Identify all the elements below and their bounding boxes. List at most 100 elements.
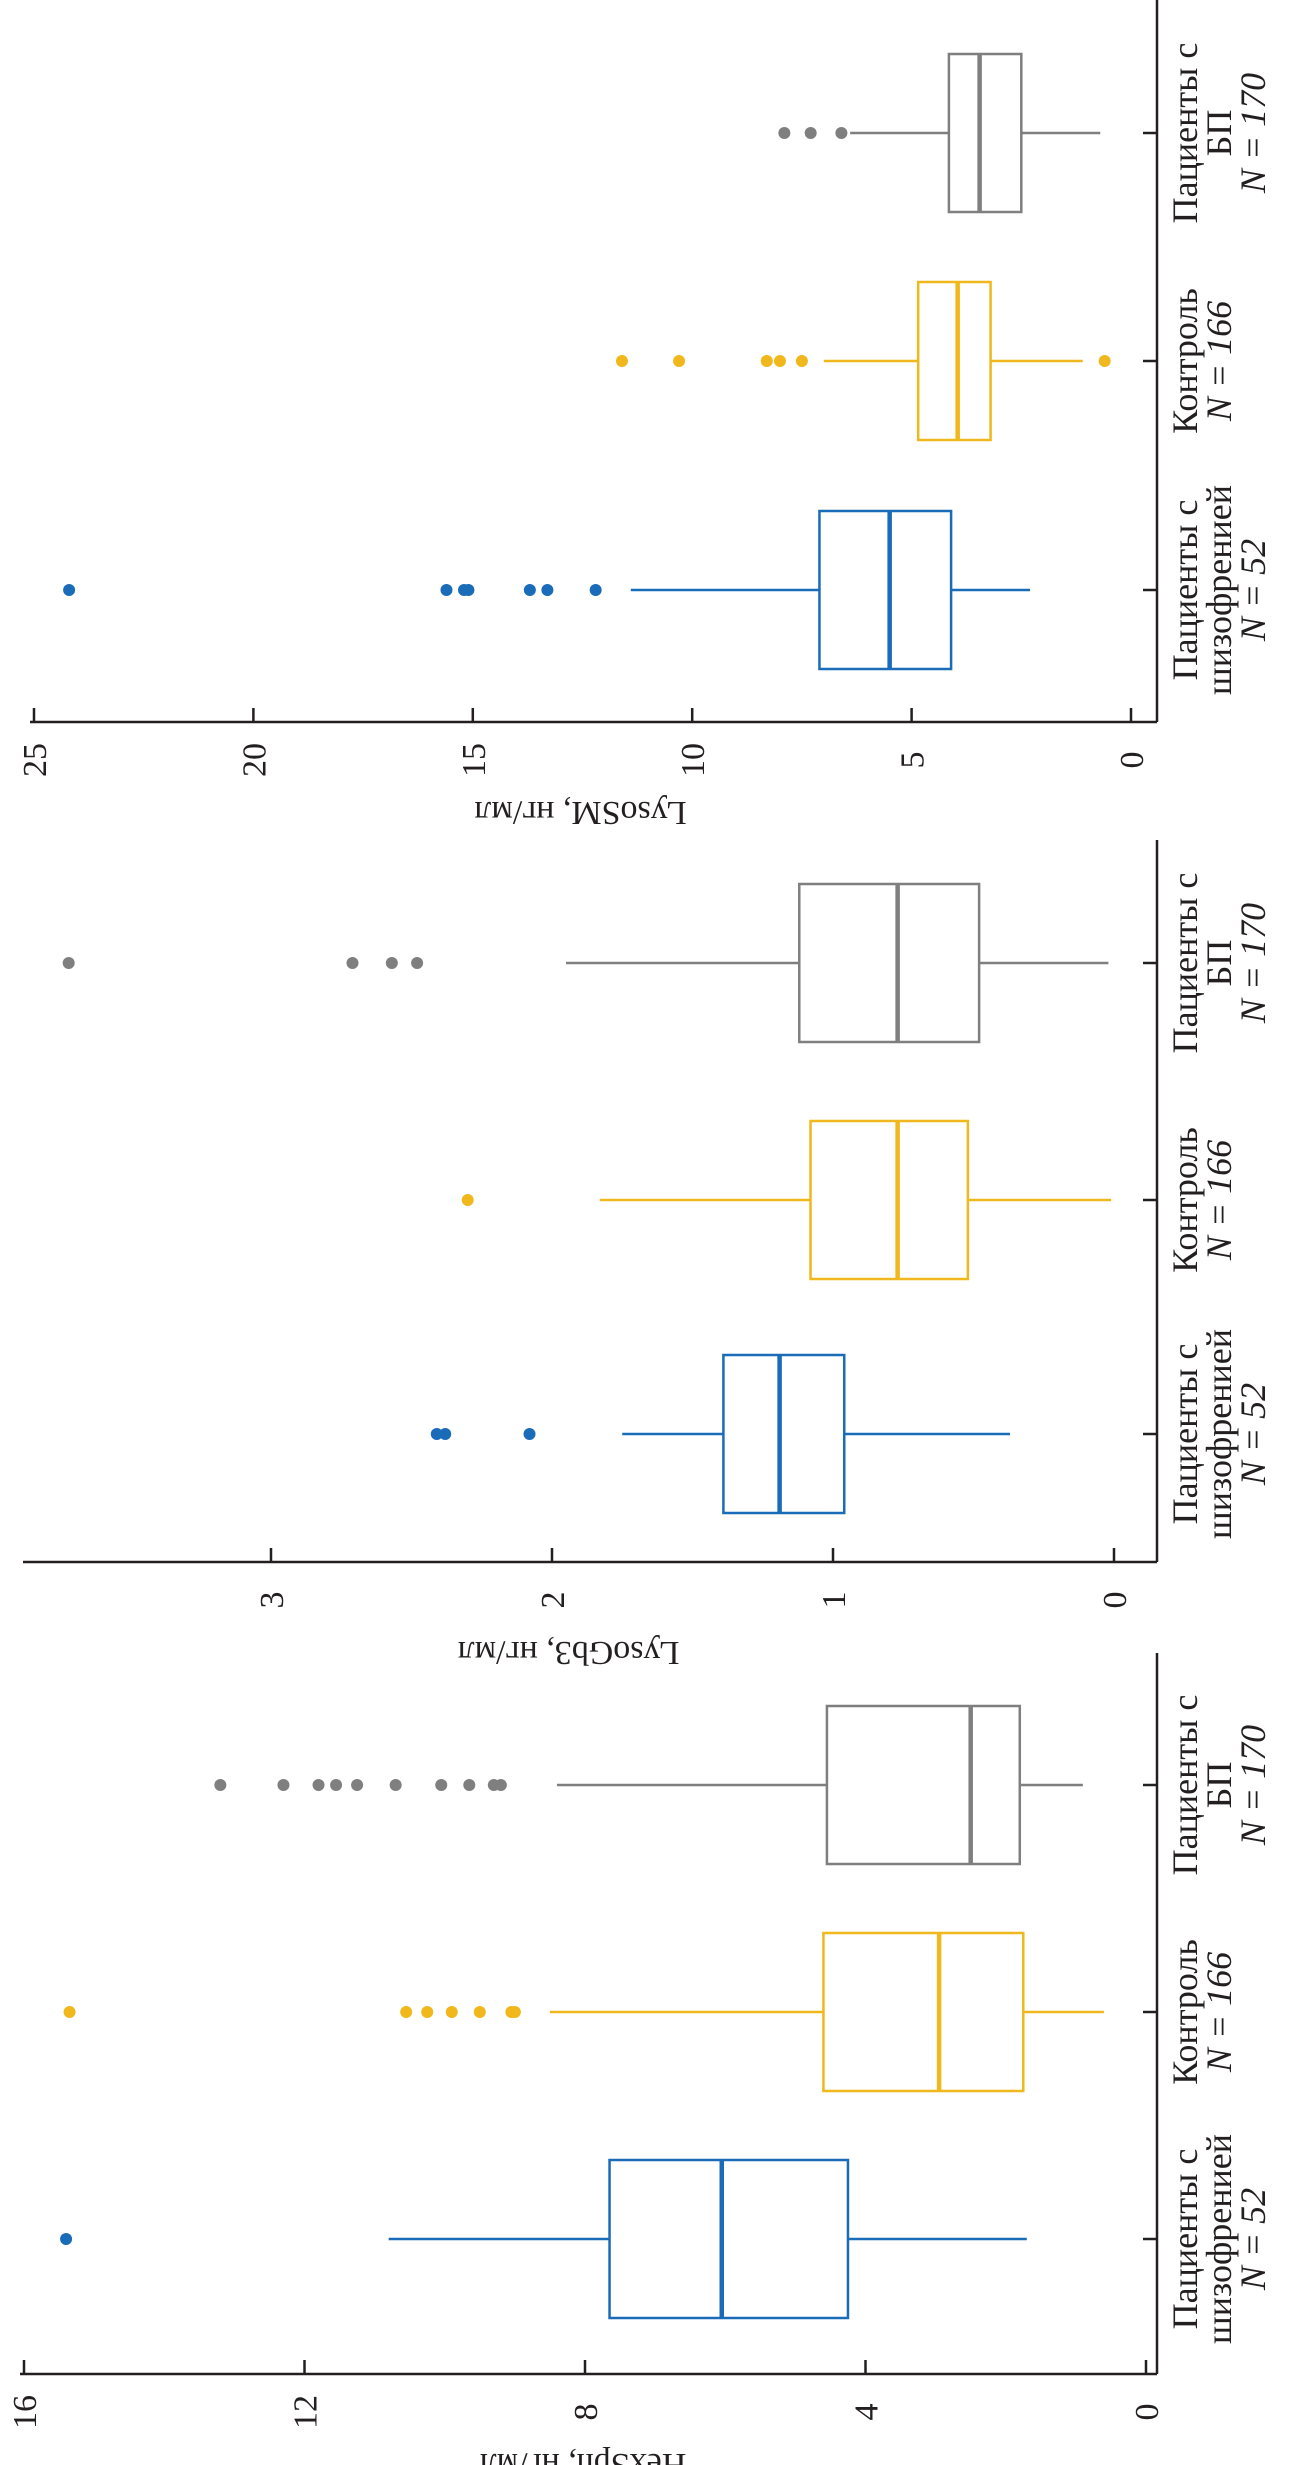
category-label-line: N = 170: [1233, 903, 1273, 1024]
outlier-point: [277, 1779, 290, 1791]
outlier-point: [421, 2006, 434, 2018]
boxplot-schizophrenia: [430, 1353, 1011, 1515]
iqr-box: [608, 2158, 850, 2320]
outlier-point: [430, 1428, 443, 1440]
outlier-point: [400, 2006, 413, 2018]
value-tick-label: 3: [254, 1592, 291, 1609]
outlier-point: [778, 127, 791, 139]
category-label-line: БП: [1199, 940, 1239, 987]
value-tick-label: 25: [17, 743, 54, 777]
outlier-point: [487, 1779, 500, 1791]
outlier-point: [541, 584, 554, 596]
outlier-point: [505, 2006, 518, 2018]
iqr-box: [825, 1704, 1022, 1866]
category-label-line: Пациенты с: [1165, 1695, 1205, 1876]
outlier-point: [60, 2233, 73, 2245]
outlier-point: [461, 1194, 474, 1206]
outlier-point: [346, 957, 359, 969]
outlier-point: [589, 584, 602, 596]
outlier-point: [445, 2006, 458, 2018]
category-label-bp: Пациенты сБПN = 170: [1165, 1695, 1273, 1876]
value-axis-title: HexSph, нг/мл: [480, 2446, 687, 2465]
outlier-point: [458, 584, 471, 596]
outlier-point: [523, 584, 536, 596]
category-label-line: шизофренией: [1199, 2134, 1239, 2344]
outlier-point: [214, 1779, 227, 1791]
outlier-point: [463, 1779, 476, 1791]
boxplot-bp: [778, 52, 1101, 214]
category-label-control: КонтрольN = 166: [1165, 1939, 1239, 2085]
value-tick-label: 5: [895, 752, 932, 769]
value-tick-label: 12: [288, 2395, 325, 2429]
outlier-point: [523, 1428, 536, 1440]
value-tick-label: 20: [236, 743, 273, 777]
boxplot-bp: [214, 1704, 1083, 1866]
value-tick-label: 1: [816, 1592, 853, 1609]
outlier-point: [330, 1779, 343, 1791]
outlier-point: [435, 1779, 448, 1791]
category-label-line: N = 166: [1199, 1952, 1239, 2073]
outlier-point: [389, 1779, 402, 1791]
outlier-point: [773, 355, 786, 367]
iqr-box: [822, 1931, 1025, 2093]
outlier-point: [439, 1428, 452, 1440]
value-axis-title: LysoGb3, нг/мл: [458, 1634, 680, 1671]
value-tick-label: 0: [1114, 752, 1151, 769]
boxplot-schizophrenia: [60, 2158, 1027, 2320]
category-label-line: Пациенты с: [1165, 500, 1205, 681]
category-label-line: Контроль: [1165, 288, 1205, 434]
outlier-point: [63, 584, 76, 596]
outlier-point: [1098, 355, 1111, 367]
boxplot-control: [461, 1119, 1112, 1281]
outlier-point: [312, 1779, 325, 1791]
category-label-bp: Пациенты сБПN = 170: [1165, 43, 1273, 224]
category-label-line: шизофренией: [1199, 485, 1239, 695]
outlier-point: [351, 1779, 364, 1791]
value-tick-label: 10: [675, 743, 712, 777]
category-label-line: Пациенты с: [1165, 43, 1205, 224]
category-label-control: КонтрольN = 166: [1165, 288, 1239, 434]
outlier-point: [63, 2006, 76, 2018]
outlier-point: [835, 127, 848, 139]
outlier-point: [62, 957, 75, 969]
value-tick-label: 16: [7, 2395, 44, 2429]
value-tick-label: 2: [535, 1592, 572, 1609]
category-label-schizophrenia: Пациенты сшизофрениейN = 52: [1165, 485, 1273, 695]
category-label-line: N = 170: [1233, 1725, 1273, 1846]
boxplot-control: [63, 1931, 1104, 2093]
category-label-control: КонтрольN = 166: [1165, 1127, 1239, 1273]
value-axis-title: LysoSM, нг/мл: [474, 794, 686, 831]
outlier-point: [411, 957, 424, 969]
boxplot-bp: [62, 882, 1109, 1044]
category-label-line: БП: [1199, 110, 1239, 157]
category-label-line: БП: [1199, 1762, 1239, 1809]
category-label-line: N = 52: [1233, 1383, 1273, 1486]
outlier-point: [385, 957, 398, 969]
category-label-line: Контроль: [1165, 1939, 1205, 2085]
category-label-line: N = 166: [1199, 1140, 1239, 1261]
category-label-line: Пациенты с: [1165, 1344, 1205, 1525]
outlier-point: [615, 355, 628, 367]
boxplot-schizophrenia: [63, 509, 1031, 671]
category-label-line: Контроль: [1165, 1127, 1205, 1273]
iqr-box: [916, 280, 992, 442]
category-label-line: N = 166: [1199, 301, 1239, 422]
outlier-point: [473, 2006, 486, 2018]
outlier-point: [795, 355, 808, 367]
iqr-box: [798, 882, 981, 1044]
category-label-bp: Пациенты сБПN = 170: [1165, 873, 1273, 1054]
value-tick-label: 4: [849, 2404, 886, 2421]
iqr-box: [947, 52, 1023, 214]
category-label-schizophrenia: Пациенты сшизофрениейN = 52: [1165, 1329, 1273, 1539]
outlier-point: [804, 127, 817, 139]
outlier-point: [440, 584, 453, 596]
category-label-line: шизофренией: [1199, 1329, 1239, 1539]
category-label-line: N = 52: [1233, 2188, 1273, 2291]
category-label-line: N = 52: [1233, 539, 1273, 642]
category-label-line: Пациенты с: [1165, 2149, 1205, 2330]
category-label-line: N = 170: [1233, 73, 1273, 194]
boxplot-control: [615, 280, 1111, 442]
iqr-box: [809, 1119, 970, 1281]
